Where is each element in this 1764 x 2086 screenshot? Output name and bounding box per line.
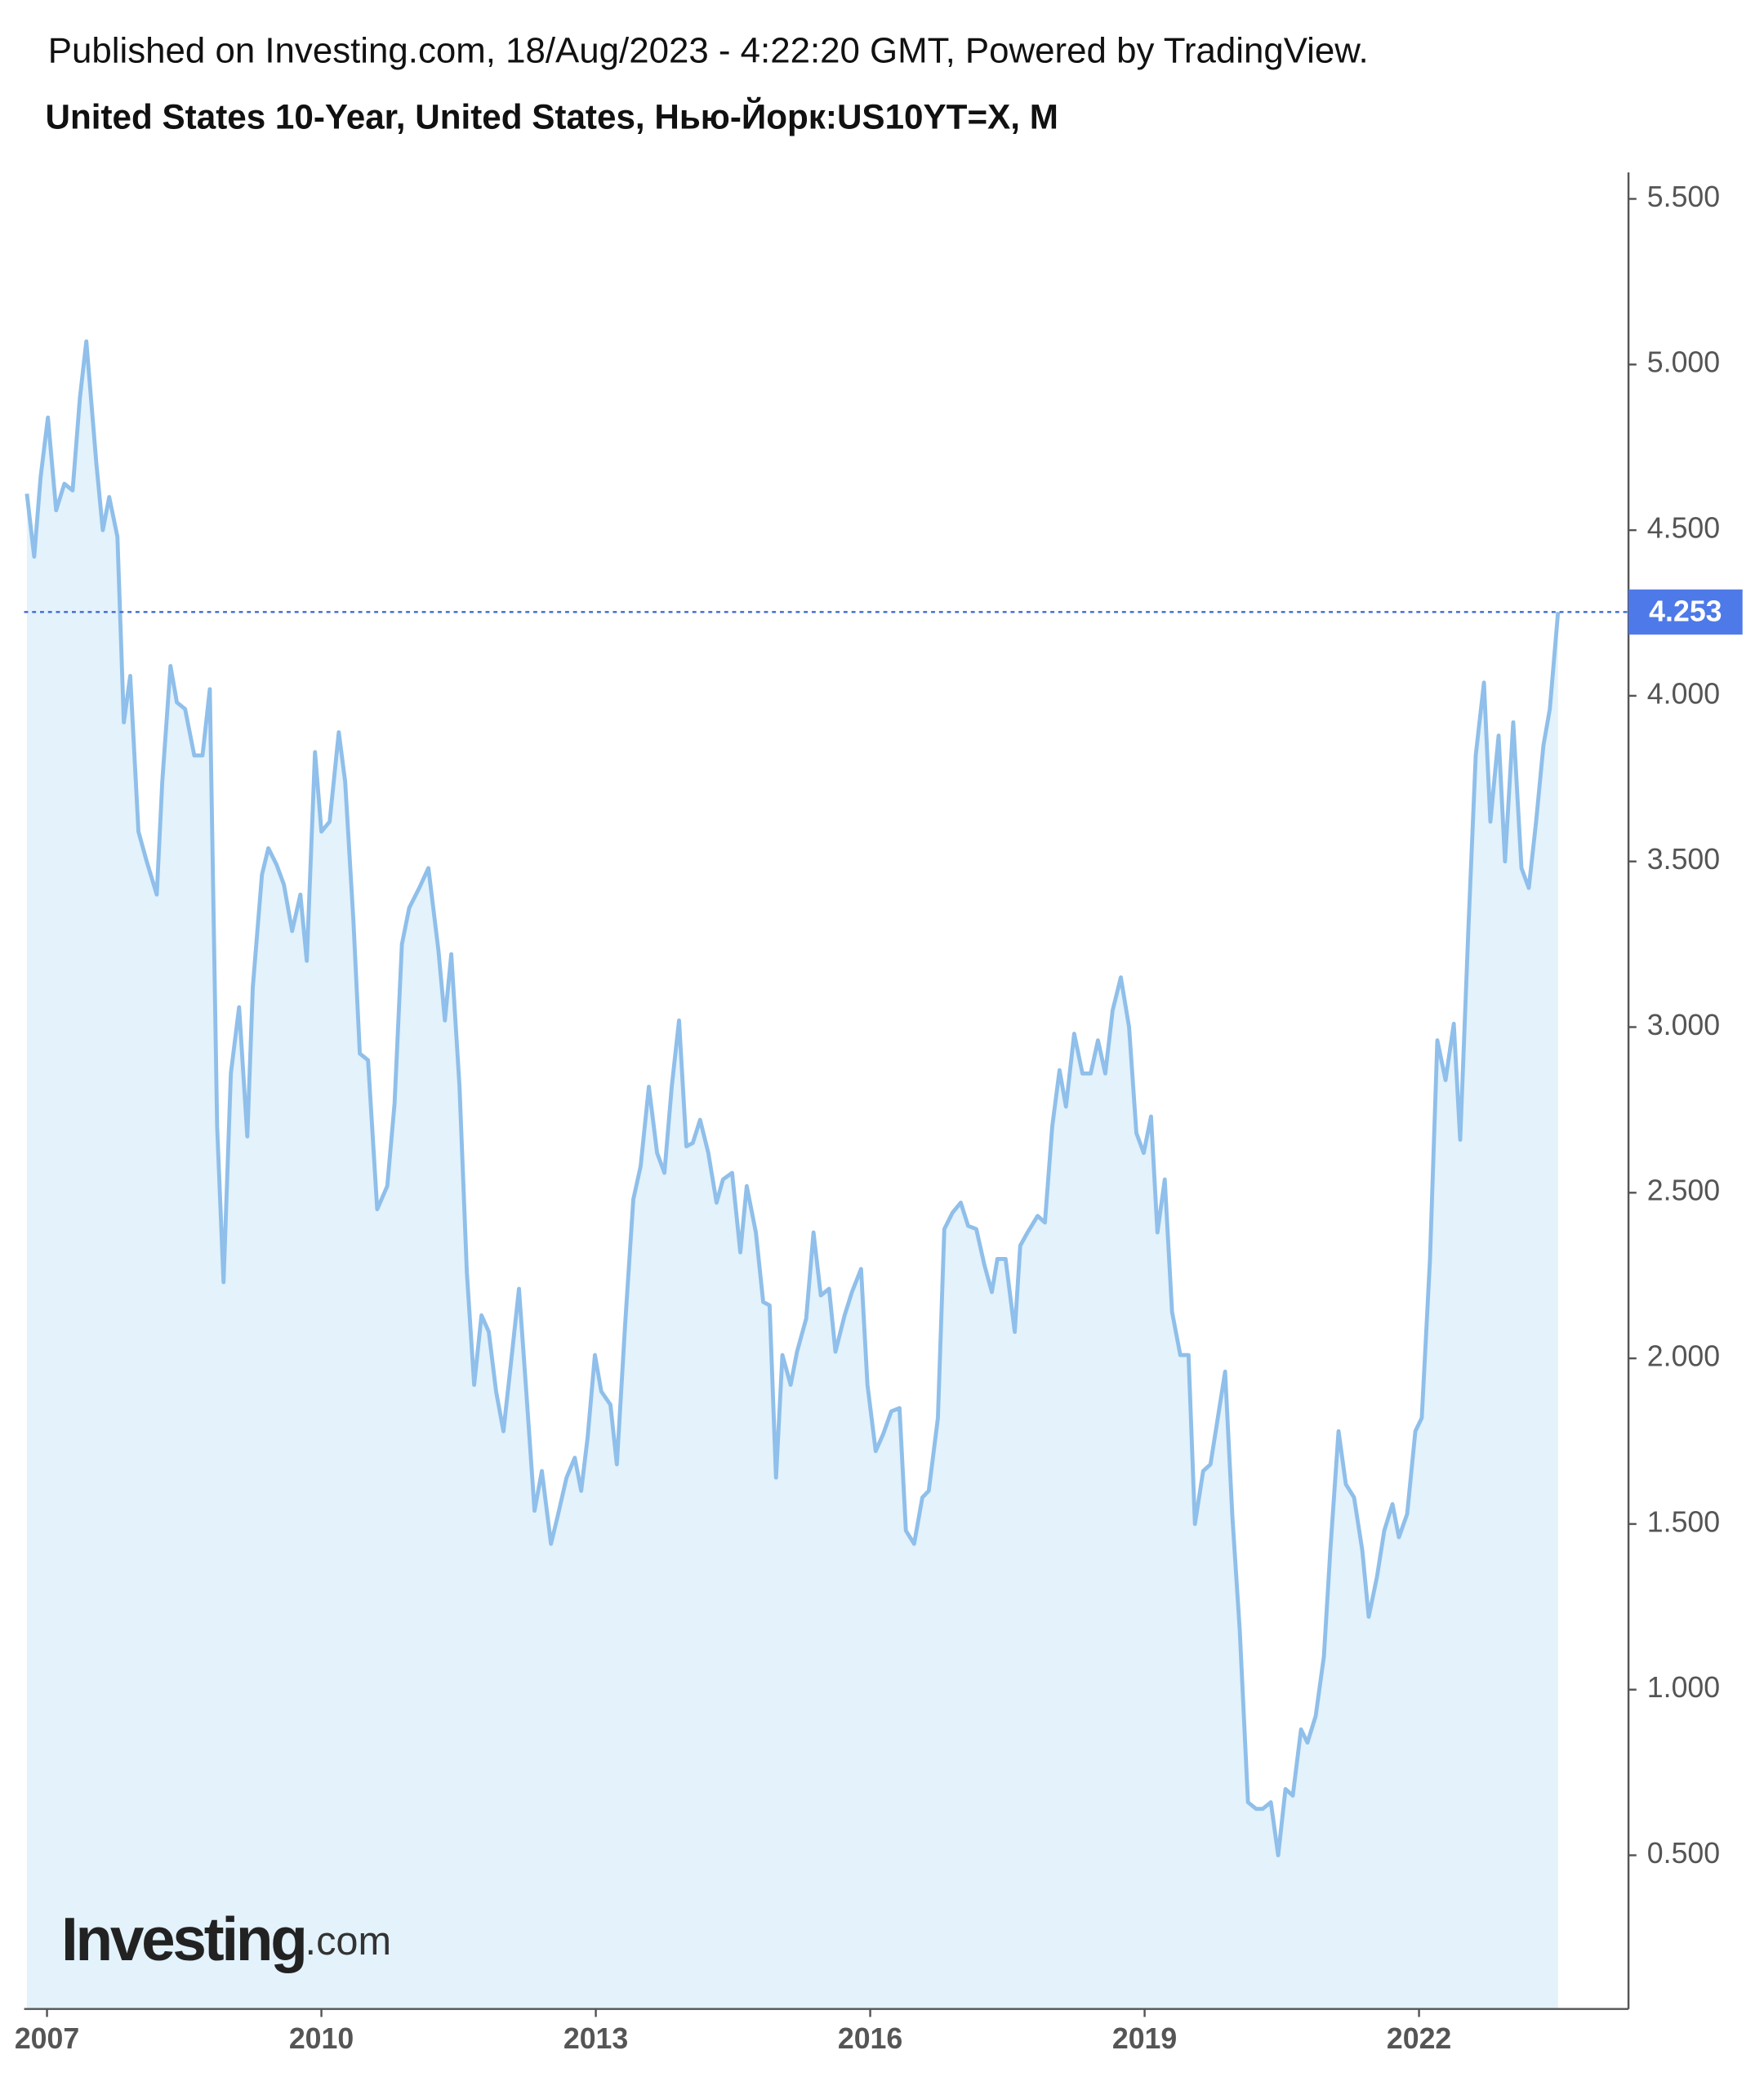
- logo: Investing.com: [61, 1905, 391, 1973]
- line: [24, 339, 1561, 1857]
- plot-area: 0.500 1.000 1.500 2.000 2.500 3.000 3.500 4.000…: [15, 172, 1743, 2055]
- y-tick-label: 0.500: [1647, 1837, 1720, 1870]
- chart-title: United States 10-Year, United States, Нь…: [46, 96, 1058, 136]
- x-tick-label: 2016: [838, 2022, 902, 2055]
- last-value-box: [1628, 589, 1743, 635]
- y-tick-label: 3.500: [1647, 843, 1720, 876]
- x-tick-label: 2013: [564, 2022, 628, 2055]
- y-tick-label: 2.500: [1647, 1174, 1720, 1207]
- published-note: Published on Investing.com, 18/Aug/2023 …: [48, 31, 1369, 71]
- y-tick-label: 2.000: [1647, 1340, 1720, 1373]
- last-value-label: 4.253: [1649, 595, 1722, 627]
- logo-brand: Investing: [61, 1905, 305, 1973]
- x-tick-label: 2022: [1387, 2022, 1451, 2055]
- x-tick-label: 2019: [1112, 2022, 1177, 2055]
- y-tick-label: 4.000: [1647, 677, 1720, 710]
- x-tick-label: 2007: [15, 2022, 79, 2055]
- x-tick-label: 2010: [289, 2022, 354, 2055]
- y-tick-label: 1.500: [1647, 1505, 1720, 1538]
- y-tick-label: 3.000: [1647, 1009, 1720, 1041]
- logo-suffix: .com: [305, 1919, 392, 1963]
- area: [26, 341, 1558, 2009]
- y-tick-label: 4.500: [1647, 512, 1720, 545]
- y-tick-label: 5.000: [1647, 346, 1720, 379]
- y-tick-label: 1.000: [1647, 1671, 1720, 1704]
- y-tick-label: 5.500: [1647, 181, 1720, 213]
